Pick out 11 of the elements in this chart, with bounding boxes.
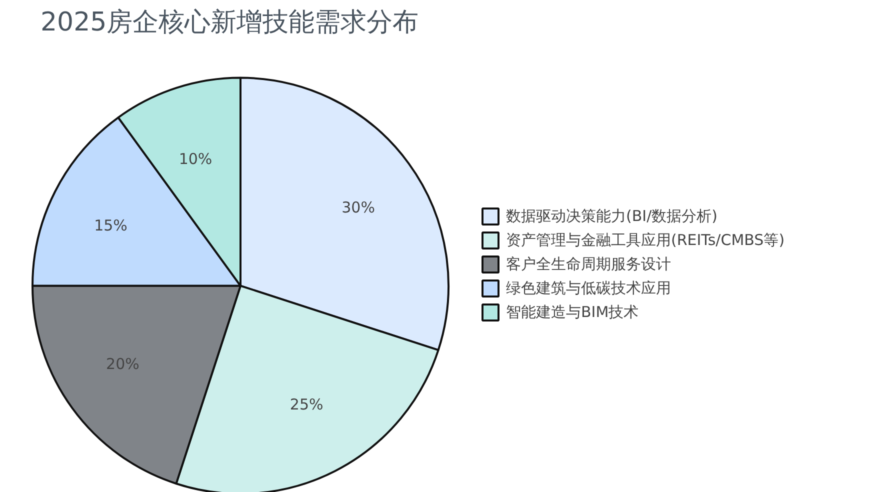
- legend-label: 智能建造与BIM技术: [506, 302, 639, 322]
- legend-label: 绿色建筑与低碳技术应用: [506, 278, 671, 298]
- chart-title: 2025房企核心新增技能需求分布: [40, 8, 419, 38]
- legend-label: 客户全生命周期服务设计: [506, 254, 671, 274]
- data-label: 15%: [94, 216, 128, 234]
- legend-label: 资产管理与金融工具应用(REITs/CMBS等): [506, 230, 785, 250]
- data-label: 25%: [290, 395, 324, 414]
- data-label: 30%: [342, 198, 375, 217]
- data-label: 20%: [106, 355, 140, 374]
- legend-label: 数据驱动决策能力(BI/数据分析): [506, 206, 718, 226]
- data-label: 10%: [178, 150, 212, 168]
